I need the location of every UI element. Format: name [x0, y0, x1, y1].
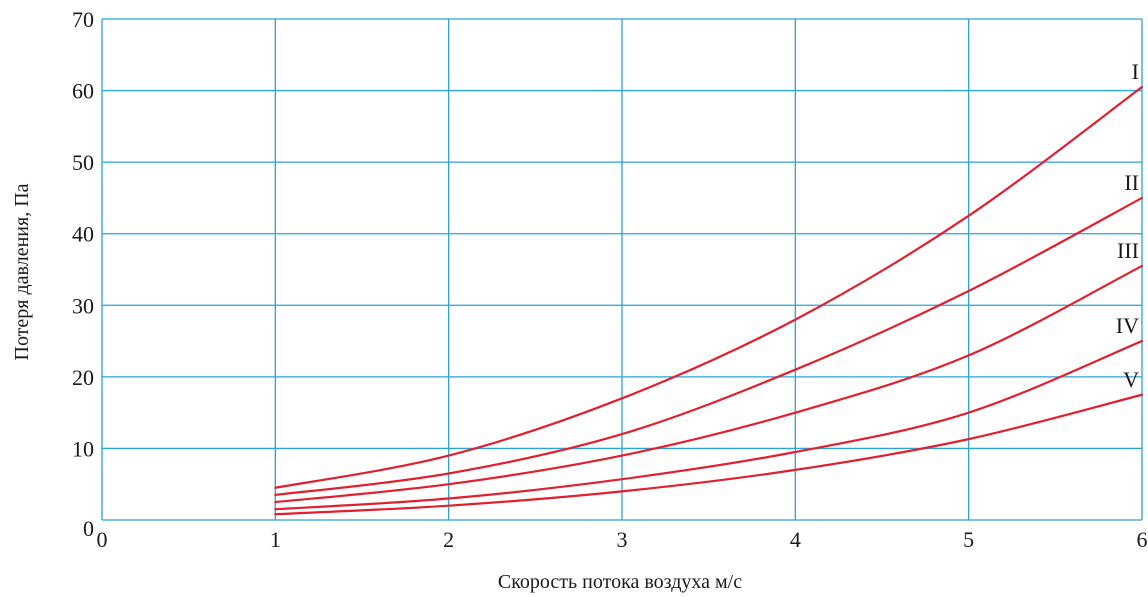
series-label-II: II [1124, 170, 1139, 195]
series-lines [274, 85, 1144, 516]
y-tick-label: 30 [72, 293, 94, 318]
series-line-I [274, 85, 1144, 489]
grid [101, 18, 1143, 521]
series-line-III [274, 264, 1144, 504]
x-tick-label: 6 [1137, 527, 1148, 552]
x-tick-label: 1 [270, 527, 281, 552]
y-tick-label: 60 [72, 79, 94, 104]
series-label-IV: IV [1116, 313, 1139, 338]
series-line-IV [274, 339, 1144, 511]
y-tick-label: 70 [72, 7, 94, 32]
y-tick-label: 0 [83, 516, 94, 541]
series-line-II [274, 196, 1144, 497]
y-tick-label: 10 [72, 436, 94, 461]
series-line-V [274, 393, 1144, 516]
series-label-III: III [1117, 238, 1139, 263]
y-tick-labels: 0 10 20 30 40 50 60 70 [72, 7, 94, 541]
x-tick-label: 0 [97, 527, 108, 552]
x-tick-label: 2 [443, 527, 454, 552]
series-label-V: V [1123, 367, 1139, 392]
x-tick-label: 4 [790, 527, 801, 552]
x-tick-label: 3 [617, 527, 628, 552]
y-tick-label: 50 [72, 150, 94, 175]
y-axis-title: Потеря давления, Па [11, 183, 33, 360]
y-tick-label: 20 [72, 365, 94, 390]
x-axis-title: Скорость потока воздуха м/с [498, 571, 742, 593]
y-tick-label: 40 [72, 222, 94, 247]
x-tick-labels: 0 1 2 3 4 5 6 [97, 527, 1148, 552]
series-label-I: I [1132, 59, 1139, 84]
x-tick-label: 5 [963, 527, 974, 552]
